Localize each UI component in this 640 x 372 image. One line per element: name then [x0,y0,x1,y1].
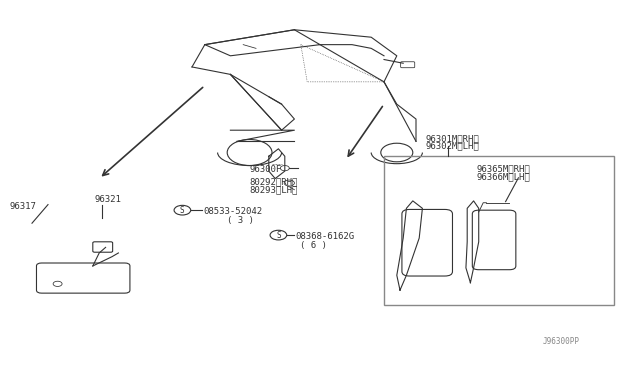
Text: 96321: 96321 [95,195,122,203]
Text: 80292（RH）: 80292（RH） [250,178,298,187]
Text: ( 6 ): ( 6 ) [300,241,326,250]
Text: S: S [179,206,184,215]
Text: 96300F: 96300F [250,165,282,174]
Text: ( 3 ): ( 3 ) [227,216,254,225]
Text: 80293（LH）: 80293（LH） [250,185,298,194]
Text: 96301M（RH）: 96301M（RH） [426,134,479,143]
Text: 08368-6162G: 08368-6162G [296,232,355,241]
Text: 96365M（RH）: 96365M（RH） [477,165,531,174]
Text: 96366M（LH）: 96366M（LH） [477,172,531,181]
Text: S: S [276,231,281,240]
Text: 08533-52042: 08533-52042 [204,207,262,216]
Bar [384,156,614,305]
Text: 96317: 96317 [10,202,36,211]
Text: 96302M（LH）: 96302M（LH） [426,141,479,150]
Text: J96300PP: J96300PP [543,337,580,346]
